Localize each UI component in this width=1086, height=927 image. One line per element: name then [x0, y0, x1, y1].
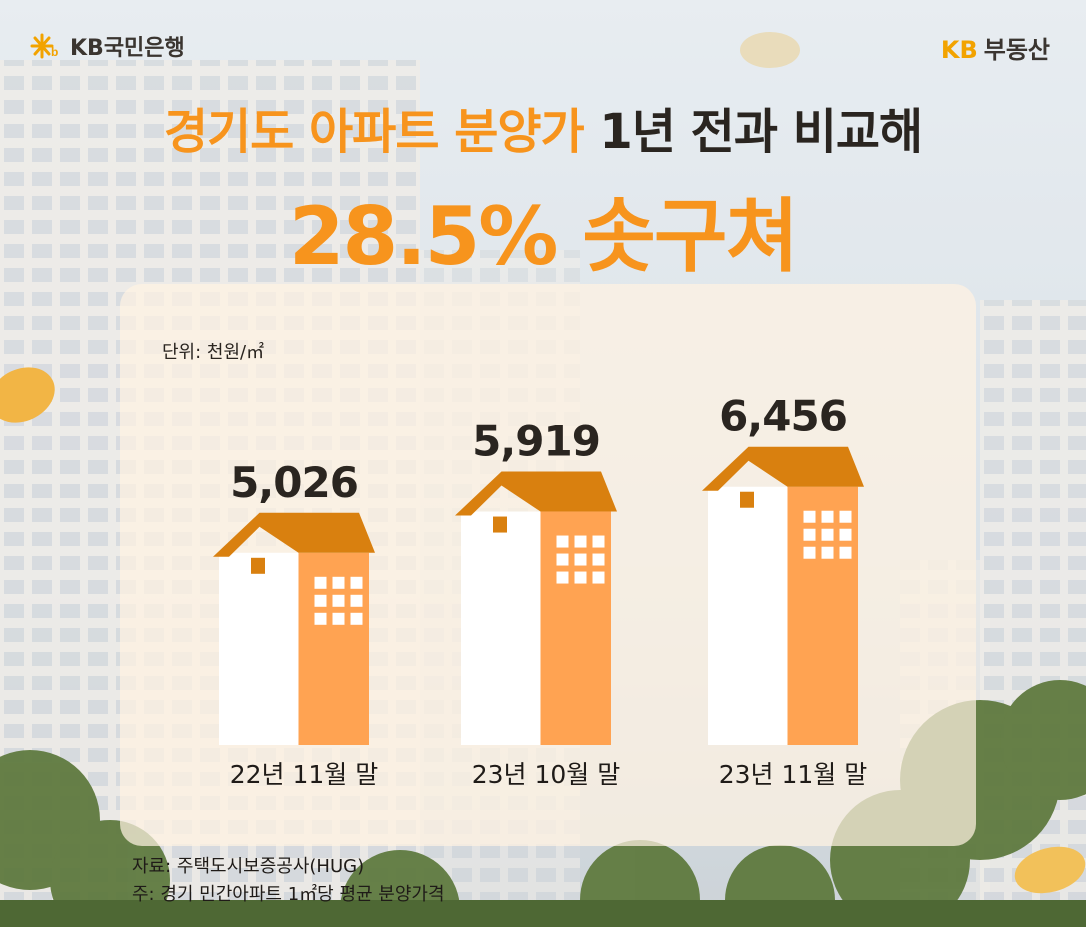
house-window-1	[332, 576, 345, 589]
house-window-2	[592, 535, 605, 548]
category-label-3: 23년 11월 말	[719, 760, 868, 789]
source-footnote: 자료: 주택도시보증공사(HUG)	[132, 856, 365, 877]
house-window-2	[574, 571, 587, 584]
house-window-1	[350, 576, 363, 589]
house-window-2	[574, 535, 587, 548]
house-window-1	[350, 612, 363, 625]
chart-unit-label: 단위: 천원/㎡	[162, 342, 265, 363]
house-window-3	[803, 510, 816, 523]
house-light-wall-2	[461, 511, 541, 745]
kb-kookmin-bank-name: KB국민은행	[70, 36, 185, 61]
value-label-1: 5,026	[230, 458, 358, 507]
house-window-2	[592, 553, 605, 566]
house-window-1	[314, 594, 327, 607]
house-window-3	[821, 528, 834, 541]
house-window-1	[332, 594, 345, 607]
kb-real-estate-logo: KB 부동산	[941, 30, 1050, 65]
house-light-wall-1	[219, 552, 299, 745]
house-window-3	[839, 510, 852, 523]
value-label-3: 6,456	[719, 392, 847, 441]
house-small-window-3	[740, 491, 754, 508]
house-window-2	[556, 535, 569, 548]
house-roof-3	[702, 446, 864, 491]
category-label-1: 22년 11월 말	[230, 760, 379, 789]
category-label-2: 23년 10월 말	[472, 760, 621, 789]
house-window-2	[574, 553, 587, 566]
house-roof-2	[455, 471, 617, 516]
house-roof-1	[213, 512, 375, 557]
headline-line-2: 28.5% 솟구쳐	[288, 190, 799, 283]
headline-highlight: 경기도 아파트 분양가	[163, 104, 585, 160]
house-window-1	[350, 594, 363, 607]
kb-star-icon: b	[30, 33, 58, 59]
house-small-window-2	[493, 516, 507, 533]
house-window-1	[314, 576, 327, 589]
kb-kookmin-bank-logo: b KB국민은행	[30, 30, 185, 62]
house-window-1	[332, 612, 345, 625]
house-small-window-1	[251, 557, 265, 574]
house-window-2	[556, 553, 569, 566]
house-window-3	[839, 546, 852, 559]
kb-mark: KB	[940, 36, 978, 64]
house-window-3	[839, 528, 852, 541]
value-label-2: 5,919	[472, 417, 600, 466]
kb-real-estate-name: 부동산	[983, 36, 1050, 64]
headline-rest: 1년 전과 비교해	[599, 104, 923, 160]
house-window-1	[314, 612, 327, 625]
note-footnote: 주: 경기 민간아파트 1㎡당 평균 분양가격	[132, 884, 445, 905]
house-bar-3	[787, 486, 858, 745]
house-window-3	[821, 510, 834, 523]
house-window-2	[556, 571, 569, 584]
house-window-3	[803, 546, 816, 559]
headline-line-1: 경기도 아파트 분양가 1년 전과 비교해	[0, 92, 1086, 162]
house-window-3	[821, 546, 834, 559]
house-window-3	[803, 528, 816, 541]
house-window-2	[592, 571, 605, 584]
house-light-wall-3	[708, 486, 788, 745]
house-bar-2	[540, 511, 611, 745]
svg-text:b: b	[51, 45, 58, 59]
